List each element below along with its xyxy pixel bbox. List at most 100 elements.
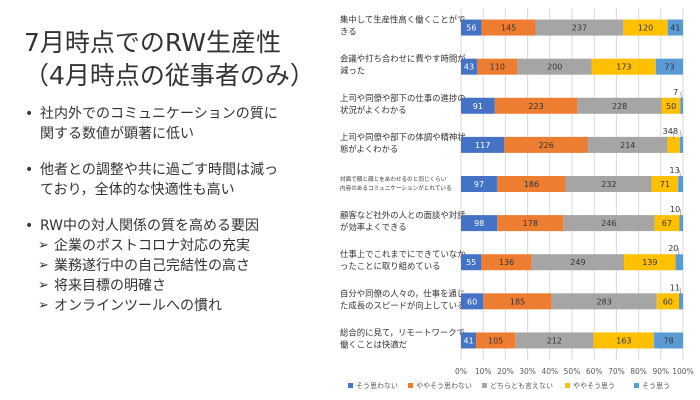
data-label: 139: [642, 258, 657, 267]
data-label: 71: [660, 180, 670, 189]
bar-segment: [667, 136, 681, 153]
bar-segment: [563, 215, 655, 232]
bar-segment: [461, 19, 482, 36]
bar-segment: [504, 136, 589, 153]
data-label: 117: [475, 141, 490, 150]
data-label: 212: [547, 336, 562, 345]
bullet-text: RW中の対人関係の質を高める要因: [40, 218, 260, 234]
category-label: 仕事上でこれまでにできていなか: [340, 249, 466, 259]
leader-line: [679, 209, 682, 218]
data-label: 41: [464, 336, 474, 345]
legend-label: そう思わない: [356, 382, 398, 390]
data-label: 43: [464, 63, 474, 72]
category-label: 減った: [340, 66, 365, 76]
bullet-item: 他者との調整や共に過ごす時間は減っ: [24, 160, 324, 180]
legend-swatch: [408, 383, 413, 388]
bar-segment: [481, 254, 532, 271]
x-tick-label: 0%: [455, 367, 467, 376]
data-label: 50: [666, 102, 676, 111]
bar-segment: [667, 19, 683, 36]
category-label: きる: [340, 27, 357, 37]
bullet-text: 社内外でのコミュニケーションの質に: [40, 106, 278, 122]
category-label: 態がよくわかる: [340, 144, 398, 154]
data-label: 214: [620, 141, 635, 150]
legend-label: ややそう思わない: [416, 382, 472, 390]
bar-segment: [461, 215, 498, 232]
leader-line: [680, 91, 683, 100]
bar-segment: [678, 293, 683, 310]
data-label: 98: [474, 219, 484, 228]
sub-bullet: ➢ 企業のポストコロナ対応の充実: [24, 236, 324, 256]
bar-segment: [476, 332, 516, 349]
data-label: 34: [663, 127, 673, 136]
x-tick-label: 50%: [564, 367, 581, 376]
bar-segment: [461, 254, 482, 271]
bullet-item: RW中の対人関係の質を高める要因: [24, 216, 324, 236]
data-label: 105: [488, 336, 503, 345]
leader-line: [679, 287, 682, 296]
bar-segment: [651, 176, 679, 192]
bar-segment: [481, 19, 536, 36]
x-tick-label: 60%: [586, 367, 603, 376]
data-label: 56: [466, 24, 476, 33]
bar-segment: [679, 215, 683, 232]
bullet-item: 社内外でのコミュニケーションの質に: [24, 104, 324, 124]
bar-segment: [675, 254, 683, 271]
data-label: 173: [616, 63, 631, 72]
bar-segment: [461, 293, 484, 310]
bar-segment: [577, 97, 662, 114]
x-tick-label: 30%: [519, 367, 536, 376]
data-label: 186: [524, 180, 539, 189]
category-label: 集中して生産性高く働くことがで: [340, 15, 465, 25]
data-label: 163: [616, 336, 631, 345]
category-label: 働くことは快適だ: [340, 339, 407, 349]
category-label: が効率よくできる: [340, 222, 407, 232]
bullet-text: 企業のポストコロナ対応の充実: [54, 238, 250, 254]
data-label: 249: [570, 258, 585, 267]
data-label: 7: [673, 88, 678, 97]
category-label: 上司や同僚や部下の仕事の進捗の: [340, 93, 466, 103]
bar-segment: [565, 176, 652, 192]
data-label: 20: [668, 244, 678, 253]
x-tick-label: 10%: [475, 367, 492, 376]
category-label: 会議や打ち合わせに費やす時間が: [340, 54, 466, 64]
bar-segment: [461, 332, 477, 349]
data-label: 120: [638, 24, 653, 33]
data-label: 226: [539, 141, 554, 150]
bar-segment: [497, 215, 564, 232]
data-label: 237: [572, 24, 587, 33]
title-line-2: （4月時点の従事者のみ）: [24, 61, 315, 90]
data-label: 110: [490, 63, 505, 72]
data-label: 185: [510, 297, 525, 306]
x-tick-label: 80%: [630, 367, 647, 376]
leader-line: [679, 169, 681, 179]
data-label: 283: [597, 297, 612, 306]
sub-bullet: ➢ 業務遂行中の自己完結性の高さ: [24, 256, 324, 276]
sub-bullet: ➢ 将来目標の明確さ: [24, 276, 324, 296]
data-label: 97: [474, 180, 484, 189]
bullet-continuation: ており，全体的な快適性も高い: [24, 180, 324, 200]
bar-segment: [593, 332, 655, 349]
sub-bullet: ➢ オンラインツールへの慣れ: [24, 296, 324, 316]
legend-label: どちらとも言えない: [490, 381, 553, 390]
x-tick-label: 100%: [672, 367, 693, 376]
bar-segment: [654, 215, 680, 232]
category-label: 上司や同僚や部下の体調や精神状: [340, 132, 466, 142]
bar-segment: [678, 176, 683, 192]
data-label: 8: [673, 127, 678, 136]
data-label: 10: [670, 205, 680, 214]
category-label: た成長のスピードが向上している: [340, 300, 465, 310]
bar-segment: [591, 58, 656, 75]
legend-swatch: [348, 383, 353, 388]
leader-line: [672, 130, 675, 139]
bar-segment: [680, 136, 683, 153]
legend-swatch: [482, 383, 487, 388]
title-line-1: 7月時点でのRW生産性: [24, 28, 281, 57]
x-tick-label: 90%: [652, 367, 669, 376]
data-label: 232: [601, 180, 616, 189]
legend-label: ややそう思う: [573, 382, 615, 390]
bullet-text: ており，全体的な快適性も高い: [40, 182, 235, 198]
bar-segment: [551, 293, 657, 310]
data-label: 73: [664, 63, 674, 72]
